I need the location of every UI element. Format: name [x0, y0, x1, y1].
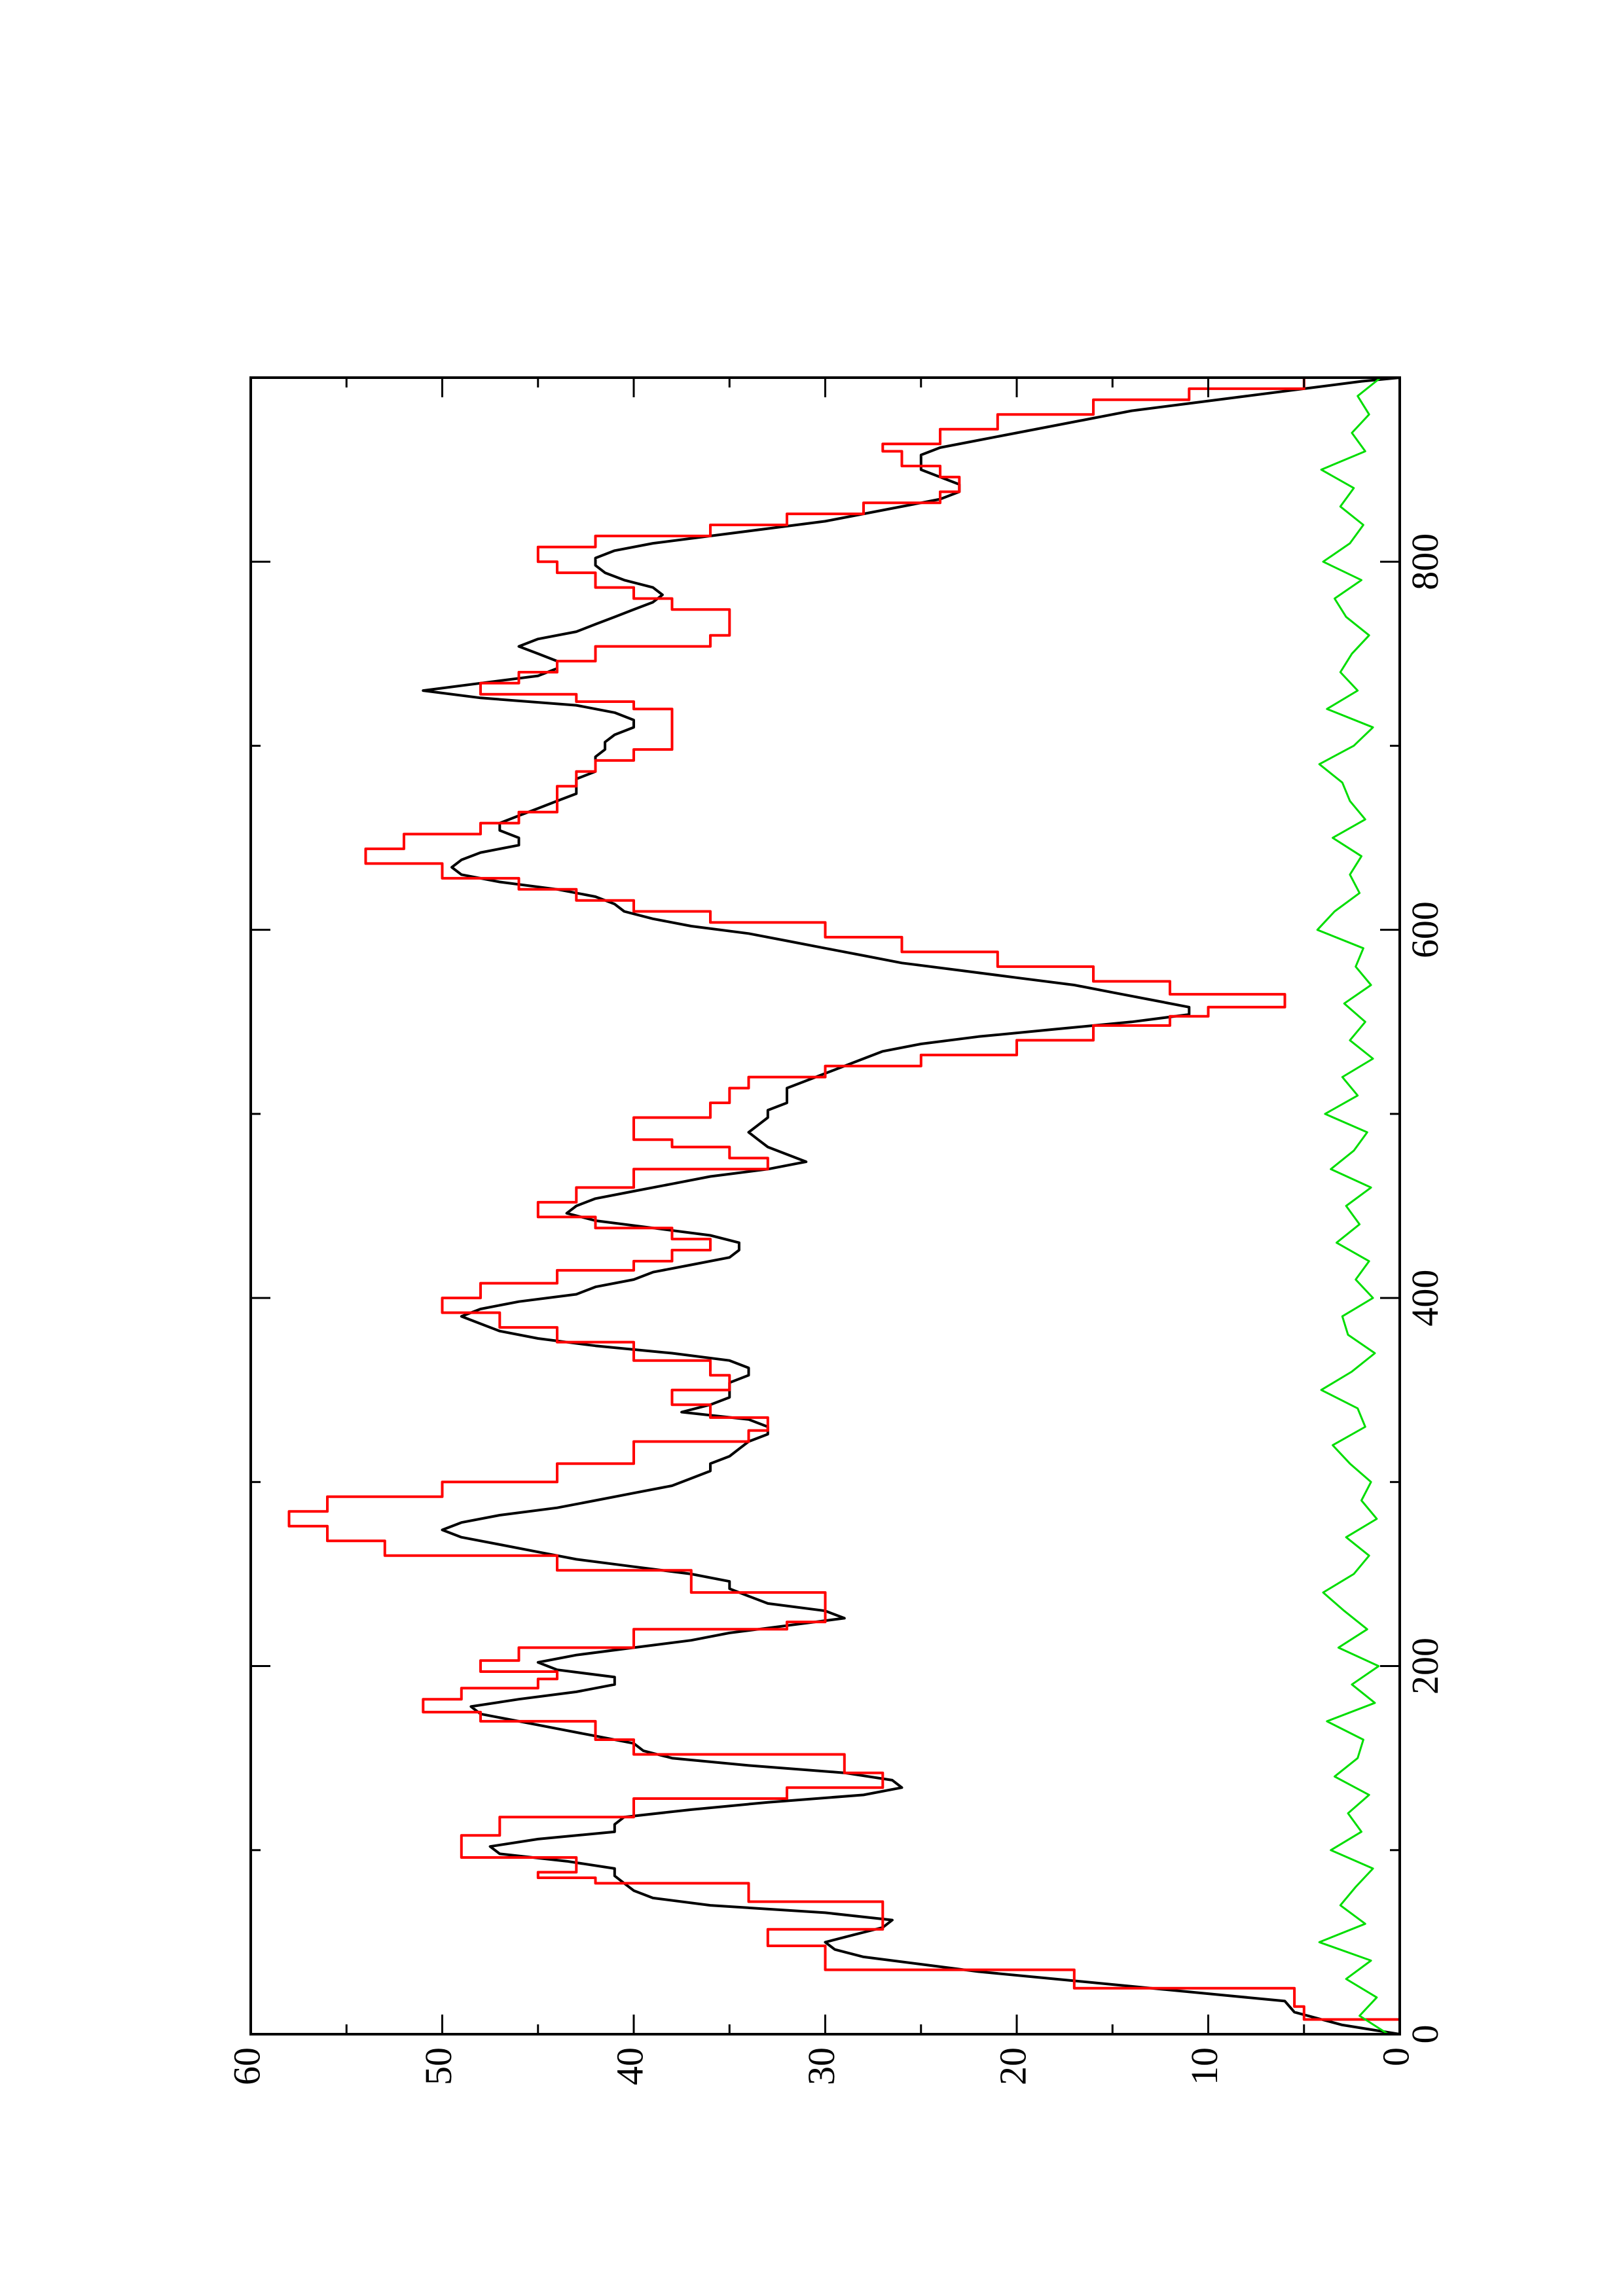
y-tick-label: 30: [800, 2047, 843, 2085]
x-tick-label: 200: [1404, 1638, 1446, 1695]
black-series-line: [422, 376, 1400, 2036]
y-tick-label: 60: [225, 2047, 268, 2085]
y-tick-label: 50: [417, 2047, 460, 2085]
tick-layer: 0 200 400 600 800 0 10 20 30 40 50 60: [225, 376, 1446, 2085]
y-tick-label: 40: [608, 2047, 651, 2085]
x-tick-label: 600: [1404, 901, 1446, 958]
x-tick-label: 400: [1404, 1270, 1446, 1327]
x-tick-label: 0: [1404, 2025, 1446, 2044]
y-tick-label: 10: [1183, 2047, 1226, 2085]
y-tick-label: 0: [1374, 2047, 1417, 2066]
x-tick-label: 800: [1404, 533, 1446, 590]
series-layer: [287, 376, 1401, 2036]
green-series-line: [1316, 376, 1389, 2036]
y-tick-label: 20: [991, 2047, 1034, 2085]
red-series-line: [287, 376, 1401, 2034]
